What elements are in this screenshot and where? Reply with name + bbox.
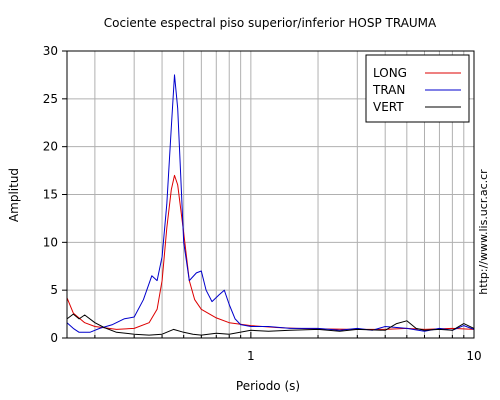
y-tick-label: 20	[43, 140, 58, 154]
x-tick-label: 1	[247, 349, 255, 363]
y-axis-label: Amplitud	[7, 168, 21, 222]
series-line-vert	[66, 313, 475, 336]
y-tick-label: 0	[50, 331, 58, 345]
legend-label-long: LONG	[373, 66, 407, 80]
x-tick-label: 10	[466, 349, 481, 363]
y-tick-label: 30	[43, 44, 58, 58]
y-tick-label: 25	[43, 92, 58, 106]
y-tick-label: 10	[43, 235, 58, 249]
legend-label-vert: VERT	[373, 100, 404, 114]
source-url-text: http://www.lis.ucr.ac.cr	[477, 169, 490, 295]
y-tick-label: 5	[50, 283, 58, 297]
chart-title: Cociente espectral piso superior/inferio…	[104, 16, 437, 30]
x-axis-label: Periodo (s)	[236, 379, 300, 393]
legend-label-tran: TRAN	[372, 83, 405, 97]
legend-box	[365, 54, 470, 123]
legend: LONG TRAN VERT	[365, 54, 470, 123]
series-line-tran	[66, 74, 475, 333]
series-lines	[66, 74, 475, 336]
axis-ticks: 0 5 10 15 20 25 30 1 10	[43, 44, 482, 363]
y-tick-label: 15	[43, 188, 58, 202]
series-line-long	[66, 174, 475, 330]
